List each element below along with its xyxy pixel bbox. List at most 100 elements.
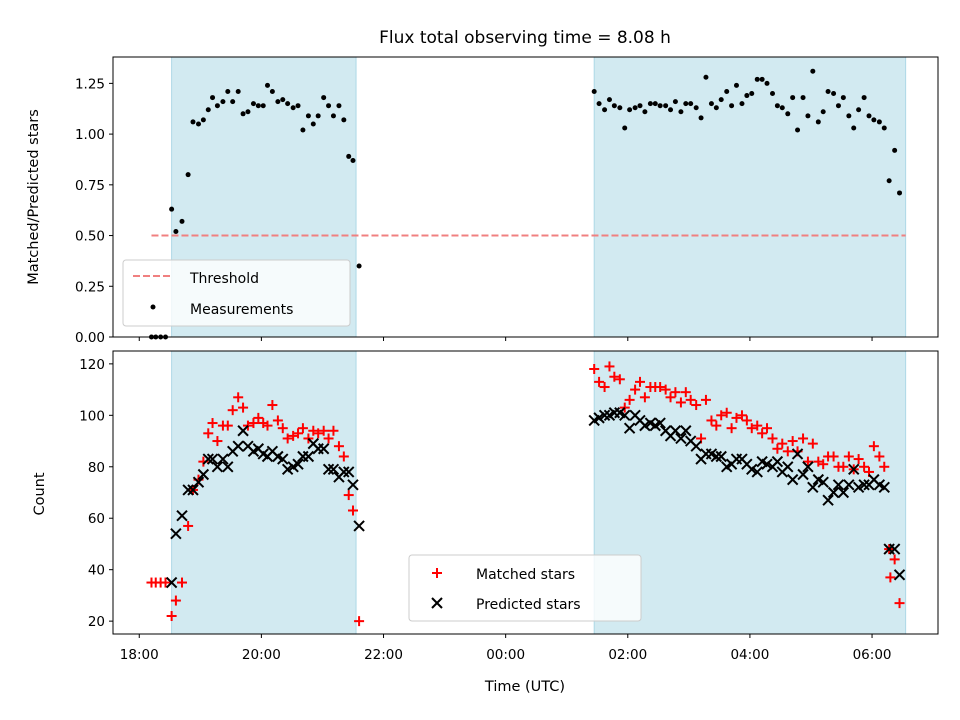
- y-tick-label: 1.00: [75, 127, 105, 143]
- chart-title: Flux total observing time = 8.08 h: [379, 28, 671, 48]
- y-tick-label: 20: [88, 614, 105, 630]
- predicted-star-point: [237, 425, 249, 437]
- predicted-star-point: [710, 450, 723, 463]
- predicted-star-point: [669, 425, 682, 437]
- measurement-point: [779, 105, 785, 111]
- measurement-point: [295, 103, 301, 109]
- top-legend-box: [122, 259, 351, 327]
- measurement-point: [678, 109, 684, 115]
- matched-star-point: [685, 394, 696, 405]
- predicted-star-point: [211, 461, 224, 473]
- measurement-point: [846, 113, 852, 119]
- matched-star-point: [614, 374, 625, 385]
- predicted-star-point: [206, 453, 219, 465]
- measurement-point: [275, 99, 281, 105]
- measurement-point: [718, 97, 724, 103]
- matched-star-point: [267, 400, 278, 411]
- measurement-point: [652, 101, 658, 107]
- y-tick-label: 0.50: [75, 229, 105, 245]
- matched-star-point: [879, 461, 890, 472]
- predicted-star-point: [837, 486, 850, 499]
- x-tick-label: 00:00: [486, 647, 525, 663]
- matched-star-point: [589, 364, 600, 375]
- matched-star-point: [183, 520, 194, 531]
- measurement-point: [326, 103, 332, 109]
- measurement-point: [770, 91, 776, 97]
- measurement-point: [611, 103, 617, 109]
- y-tick-label: 100: [79, 408, 105, 424]
- bottom-legend-box: [408, 554, 642, 622]
- measurement-point: [688, 101, 694, 107]
- y-tick-label: 0.25: [75, 279, 105, 295]
- measurement-point: [637, 103, 643, 109]
- predicted-star-point: [277, 453, 289, 465]
- legend-predicted-label: Predicted stars: [476, 597, 581, 613]
- predicted-star-point: [802, 461, 814, 473]
- y-tick-label: 60: [88, 511, 105, 527]
- matched-star-point: [303, 433, 314, 444]
- predicted-star-point: [843, 479, 855, 491]
- matched-star-point: [868, 441, 879, 452]
- measurement-point: [840, 95, 846, 101]
- top-y-axis-label: Matched/Predicted stars: [26, 109, 42, 285]
- predicted-star-point: [197, 468, 210, 481]
- predicted-star-point: [878, 481, 890, 494]
- predicted-star-point: [791, 448, 804, 460]
- y-tick-label: 0.75: [75, 178, 105, 194]
- measurement-point: [596, 101, 602, 107]
- predicted-star-point: [187, 484, 199, 496]
- matched-star-point: [594, 376, 605, 387]
- measurement-point: [831, 91, 837, 97]
- matched-star-point: [843, 451, 854, 462]
- matched-star-point: [609, 371, 620, 382]
- measurement-point: [647, 101, 653, 107]
- predicted-star-point: [165, 576, 178, 589]
- x-tick-label: 04:00: [730, 647, 769, 663]
- measurement-point: [672, 99, 678, 105]
- measurement-point: [230, 99, 236, 105]
- bottom-y-axis-label: Count: [32, 472, 48, 515]
- matched-star-point: [736, 410, 747, 421]
- measurement-point: [190, 119, 196, 125]
- matched-star-point: [746, 423, 757, 434]
- matched-star-point: [889, 554, 900, 565]
- measurement-point: [602, 107, 608, 113]
- x-tick-label: 02:00: [608, 647, 647, 663]
- matched-star-point: [711, 420, 722, 431]
- legend-predicted-swatch: [431, 597, 443, 609]
- matched-star-point: [741, 415, 752, 426]
- predicted-star-point: [675, 432, 687, 445]
- matched-star-point: [838, 461, 849, 472]
- measurement-point: [851, 125, 857, 131]
- measurement-point: [305, 113, 311, 119]
- matched-star-point: [731, 412, 742, 423]
- matched-star-point: [670, 387, 681, 398]
- matched-star-point: [885, 572, 896, 583]
- measurement-point: [693, 105, 699, 111]
- measurement-point: [871, 117, 877, 123]
- measurement-point: [642, 109, 648, 115]
- matched-star-point: [212, 436, 223, 447]
- matched-star-point: [160, 577, 171, 588]
- y-tick-label: 1.25: [75, 76, 105, 92]
- measurement-point: [733, 82, 739, 88]
- bottom-y-ticks: 20 40 60 80 100 120: [79, 357, 113, 630]
- matched-star-point: [313, 428, 324, 439]
- predicted-star-point: [797, 468, 809, 481]
- top-plot-frame: [112, 56, 939, 338]
- matched-star-point: [248, 418, 259, 429]
- measurements-series: [148, 68, 903, 340]
- matched-star-point: [328, 425, 339, 436]
- legend-matched-label: Matched stars: [476, 567, 575, 583]
- measurement-point: [235, 88, 241, 94]
- matched-star-point: [777, 438, 788, 449]
- measurement-point: [169, 206, 175, 212]
- bottom-plot-frame: [112, 350, 939, 635]
- measurement-point: [876, 119, 882, 125]
- measurement-point: [321, 95, 327, 101]
- matched-star-point: [318, 425, 329, 436]
- bottom-legend: Matched stars Predicted stars: [408, 554, 642, 622]
- y-tick-label: 0.00: [75, 330, 105, 346]
- predicted-star-point: [680, 425, 692, 437]
- y-tick-label: 40: [88, 563, 105, 579]
